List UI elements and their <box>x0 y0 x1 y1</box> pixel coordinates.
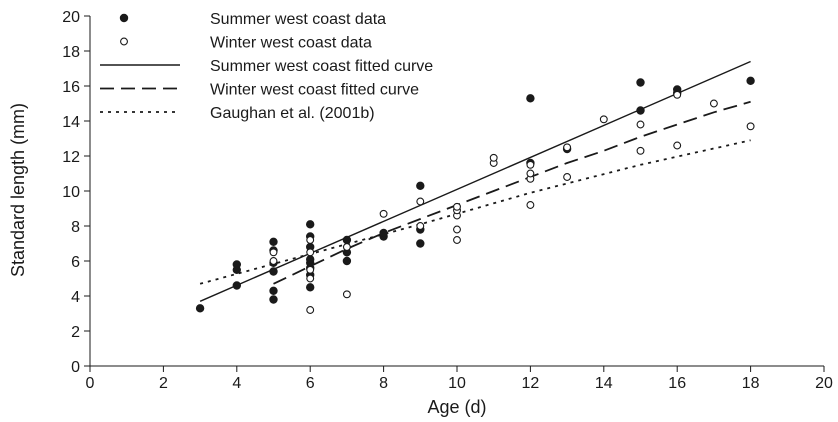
summer-data-point <box>232 260 241 269</box>
x-tick-label: 8 <box>379 375 388 392</box>
x-tick-label: 16 <box>668 375 686 392</box>
winter-data-point <box>599 115 608 124</box>
summer-data-point <box>636 78 645 87</box>
winter-data-point <box>563 143 572 152</box>
x-tick-label: 14 <box>595 375 613 392</box>
winter-data-point <box>306 265 315 274</box>
x-tick-label: 2 <box>159 375 168 392</box>
x-axis-label: Age (d) <box>427 397 486 417</box>
winter-data-point <box>709 99 718 108</box>
y-tick-label: 18 <box>62 44 80 61</box>
winter-data-point <box>416 222 425 230</box>
summer-data-point <box>232 281 241 290</box>
summer-data-point <box>342 235 352 245</box>
winter-data-point <box>453 236 461 244</box>
legend-label: Winter west coast data <box>210 35 372 52</box>
legend-marker <box>119 13 129 23</box>
y-tick-label: 12 <box>62 149 80 166</box>
y-tick-label: 16 <box>62 79 80 96</box>
x-tick-label: 4 <box>232 375 241 392</box>
legend-marker <box>120 37 128 46</box>
legend-entry-2: Winter west coast data <box>120 35 372 52</box>
y-tick-label: 8 <box>71 219 80 236</box>
winter-data-point <box>342 290 351 299</box>
summer-data-point <box>636 106 645 115</box>
winter-data-point <box>746 122 755 131</box>
y-tick-label: 4 <box>71 289 80 306</box>
winter-data-point <box>673 90 682 99</box>
winter-data-point <box>673 141 682 150</box>
summer-data-point <box>379 228 388 238</box>
winter-data-point <box>269 248 278 257</box>
series-line-4 <box>273 100 751 285</box>
y-tick-label: 20 <box>62 9 80 26</box>
legend-label: Gaughan et al. (2001b) <box>210 105 375 122</box>
y-axis-label: Standard length (mm) <box>8 103 28 277</box>
winter-data-point <box>453 225 461 234</box>
winter-data-point <box>379 209 388 218</box>
winter-data-point <box>563 173 572 181</box>
winter-data-point <box>342 243 351 251</box>
x-tick-label: 20 <box>815 375 833 392</box>
y-tick-label: 10 <box>62 184 80 201</box>
y-tick-label: 2 <box>71 324 80 341</box>
summer-data-point <box>526 94 535 103</box>
summer-data-point <box>416 181 425 190</box>
legend-entry-1: Summer west coast data <box>119 11 386 28</box>
series-line-3 <box>199 60 751 302</box>
legend-entry-5: Gaughan et al. (2001b) <box>100 105 375 122</box>
winter-data-point <box>306 248 315 257</box>
x-tick-label: 18 <box>742 375 760 392</box>
summer-data-point <box>269 237 278 246</box>
winter-data-point <box>306 306 315 314</box>
winter-data-point <box>416 197 425 206</box>
summer-data-point <box>342 256 352 266</box>
y-tick-label: 0 <box>71 359 80 376</box>
winter-data-point <box>306 274 315 283</box>
legend: Summer west coast data Winter west coast … <box>100 11 433 122</box>
axes: 0 2 4 6 8 10 12 14 16 18 20 0 2 4 6 8 10 12 14 16 18 20 <box>62 9 833 392</box>
winter-data-point <box>306 236 315 244</box>
summer-data-point <box>416 239 425 248</box>
summer-data-point <box>306 283 315 292</box>
summer-data-point <box>306 220 315 229</box>
winter-data-point <box>489 153 498 162</box>
y-tick-label: 6 <box>71 254 80 271</box>
plot-area <box>195 60 755 314</box>
summer-data-point <box>195 304 205 313</box>
legend-entry-4: Winter west coast fitted curve <box>100 82 419 99</box>
summer-data-point <box>269 286 278 295</box>
winter-data-point <box>636 120 645 129</box>
summer-data-point <box>746 76 755 85</box>
summer-data-point <box>269 267 278 276</box>
x-tick-label: 10 <box>448 375 466 392</box>
legend-entry-3: Summer west coast fitted curve <box>100 58 433 75</box>
winter-data-point <box>636 146 645 155</box>
legend-label: Summer west coast data <box>210 11 386 28</box>
x-tick-label: 6 <box>306 375 315 392</box>
winter-data-point <box>526 169 535 178</box>
summer-data-point <box>306 255 315 264</box>
winter-data-point <box>269 257 278 265</box>
summer-data-point <box>269 295 278 304</box>
x-tick-label: 0 <box>86 375 95 392</box>
winter-data-point <box>453 202 461 211</box>
series-line-5 <box>199 139 751 285</box>
x-tick-label: 12 <box>522 375 540 392</box>
legend-label: Winter west coast fitted curve <box>210 82 419 99</box>
winter-data-point <box>526 201 535 209</box>
legend-label: Summer west coast fitted curve <box>210 58 433 75</box>
winter-data-point <box>526 160 535 169</box>
y-tick-label: 14 <box>62 114 80 131</box>
